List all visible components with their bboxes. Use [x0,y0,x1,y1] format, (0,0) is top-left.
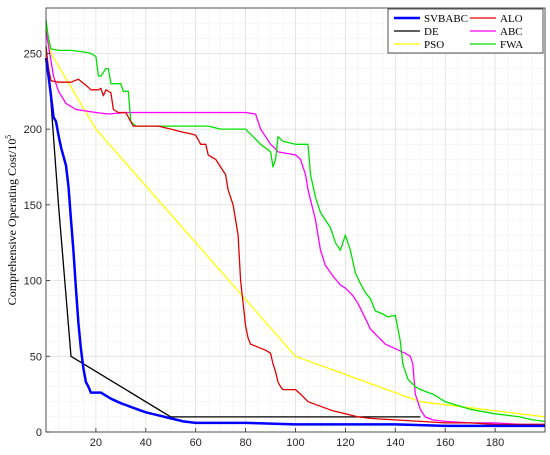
grid [46,8,545,432]
y-tick-label: 100 [24,276,42,288]
x-tick-label: 40 [140,437,152,449]
series-line-pso [45,26,546,418]
series-line-abc [45,30,545,426]
x-axis-ticks: 20 40 60 80 100 120 140 160 180 [90,428,504,449]
legend-label-pso: PSO [424,39,444,51]
x-tick-label: 100 [286,437,304,449]
series-lines [44,20,546,428]
x-tick-label: 60 [190,437,202,449]
legend-label-svbabc: SVBABC [424,13,468,25]
y-tick-label: 250 [24,48,42,60]
x-tick-label: 80 [239,437,251,449]
y-tick-label: 200 [24,124,42,136]
x-tick-label: 120 [336,437,354,449]
y-axis-label-exponent: 5 [4,135,13,139]
x-tick-label: 20 [90,437,102,449]
series-line-svbabc [44,57,545,428]
x-tick-label: 180 [486,437,504,449]
series-line-fwa [45,20,546,423]
y-tick-label: 0 [36,427,42,439]
y-tick-label: 50 [30,351,42,363]
x-tick-label: 160 [436,437,454,449]
legend-label-de: DE [424,26,439,38]
x-tick-label: 140 [386,437,404,449]
series-line-alo [45,45,545,426]
legend-label-fwa: FWA [500,39,523,51]
y-axis-label: Comprehensive Operating Cost/105 [4,135,19,306]
y-axis-ticks: 0 50 100 150 200 250 [24,48,50,439]
legend-label-alo: ALO [500,13,523,25]
y-axis-label-text: Comprehensive Operating Cost/10 [5,139,19,306]
legend: SVBABC ALO DE ABC PSO FWA [387,8,544,54]
legend-label-abc: ABC [500,26,523,38]
y-tick-label: 150 [24,200,42,212]
